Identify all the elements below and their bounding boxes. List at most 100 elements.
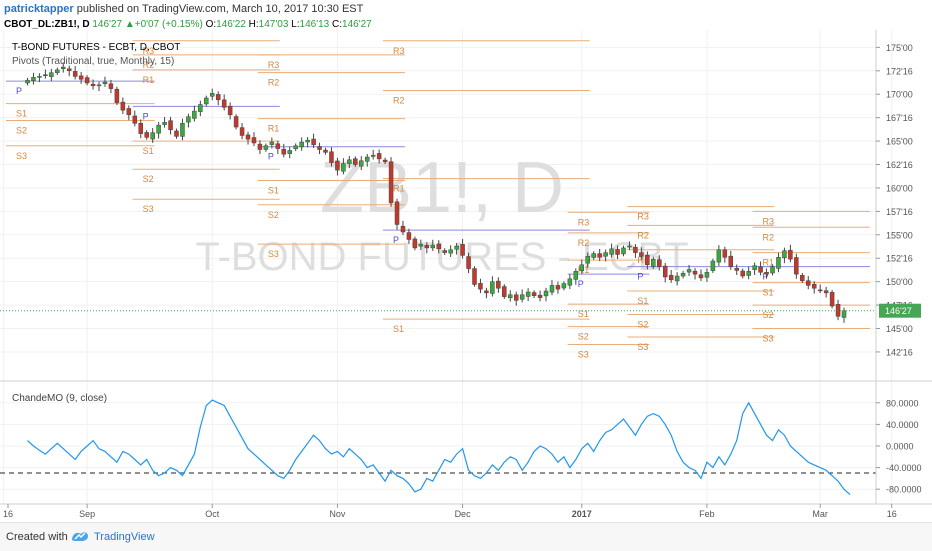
candle-body <box>364 156 370 162</box>
candle-body <box>758 266 763 273</box>
candle-body <box>412 238 418 249</box>
time-tick-label: 16 <box>3 509 13 519</box>
oscillator-axis[interactable]: 80.0000 40.0000 0.0000 -40.0000 -80.0000 <box>876 398 922 495</box>
time-tick-label: Sep <box>79 509 95 519</box>
candle-body <box>251 137 257 144</box>
price-axis[interactable]: 175'00 172'16 170'00 167'16 165'00 162'16 160'… <box>876 43 921 358</box>
candle-body <box>66 68 72 72</box>
candle-body <box>448 249 453 254</box>
candle-body <box>686 269 692 273</box>
candle-body <box>376 153 382 160</box>
candle-body <box>43 74 48 76</box>
candle-body <box>108 83 114 89</box>
price-tick-label: 175'00 <box>886 43 913 53</box>
candle-body <box>668 275 674 281</box>
candle-body <box>126 108 132 116</box>
time-tick-label: 16 <box>887 509 897 519</box>
candle-body <box>317 146 322 150</box>
candle-body <box>484 290 489 294</box>
pivot-label-s1: S1 <box>393 324 404 334</box>
candle-body <box>150 132 155 140</box>
pivot-label-r3: R3 <box>578 217 590 227</box>
candle-body <box>841 310 847 318</box>
candle-body <box>174 130 179 137</box>
osc-tick-label: 80.0000 <box>886 398 919 408</box>
candle-body <box>215 94 221 101</box>
candle-body <box>627 245 632 248</box>
symbol-line: CBOT_DL:ZB1!, D 146'27 ▲+0'07 (+0.15%) O… <box>4 19 372 30</box>
candle-body <box>806 280 811 286</box>
pivot-label-p: P <box>16 86 22 96</box>
candle-body <box>245 134 251 140</box>
candle-body <box>311 138 316 146</box>
pivot-label-s2: S2 <box>637 319 648 329</box>
candle-body <box>466 256 471 269</box>
candle-body <box>811 284 817 289</box>
candle-body <box>764 272 769 275</box>
author-link[interactable]: patricktapper <box>4 3 74 15</box>
candle-body <box>460 244 465 256</box>
candle-body <box>591 253 596 258</box>
candle-body <box>221 99 227 108</box>
pivot-label-s2: S2 <box>578 332 589 342</box>
time-axis[interactable]: 16 Sep Oct Nov Dec 2017 Feb Mar 16 <box>3 504 897 519</box>
pivot-label-s2: S2 <box>16 125 27 135</box>
candle-body <box>359 160 364 167</box>
tradingview-logo-icon[interactable] <box>70 528 90 544</box>
price-chart[interactable]: ZB1!, D T-BOND FUTURES - ECBT PS1S2S3R3R… <box>0 0 932 522</box>
price-change: +0'07 (+0.15%) <box>134 19 203 30</box>
pivot-label-r1: R1 <box>637 255 649 265</box>
candle-body <box>651 258 656 267</box>
tradingview-link[interactable]: TradingView <box>94 531 155 543</box>
price-tick-label: 170'00 <box>886 90 913 100</box>
candle-body <box>537 294 543 298</box>
candle-body <box>204 97 209 105</box>
pivot-label-s1: S1 <box>763 288 774 298</box>
candle-body <box>692 270 698 275</box>
footer-bar: Created with TradingView <box>0 522 932 551</box>
candle-body <box>400 225 406 233</box>
pivot-label-r3: R3 <box>393 46 405 56</box>
osc-tick-label: 40.0000 <box>886 420 919 430</box>
price-tick-label: 145'00 <box>886 324 913 334</box>
chart-title: T-BOND FUTURES - ECBT, D, CBOT <box>12 42 180 53</box>
pivot-label-s2: S2 <box>143 174 154 184</box>
candle-body <box>722 249 728 258</box>
price-tick-label: 160'00 <box>886 183 913 193</box>
grid <box>0 30 893 504</box>
time-tick-label: Dec <box>455 509 472 519</box>
pivot-levels: P S1 S2 S3 R3 R2 R1 P S1 S2 S3 R3 R2 R1 P S1 S2 S3 R3 R2 R1 P… <box>6 40 870 359</box>
pivot-label-r2: R2 <box>763 232 775 242</box>
candle-body <box>442 250 447 253</box>
pivot-label-r1: R1 <box>763 258 775 268</box>
pivot-label-p: P <box>578 279 584 289</box>
price-tick-label: 142'16 <box>886 347 913 357</box>
candle-body <box>555 285 561 290</box>
candle-body <box>776 257 781 269</box>
close-value: 146'27 <box>342 19 372 30</box>
pivot-label-s1: S1 <box>143 146 154 156</box>
candle-body <box>704 272 710 278</box>
pivot-label-s3: S3 <box>143 204 154 214</box>
candle-body <box>782 250 787 259</box>
candle-body <box>192 110 197 119</box>
candle-body <box>657 259 662 267</box>
candle-body <box>454 245 459 250</box>
candle-body <box>406 232 412 240</box>
candle-body <box>472 268 477 285</box>
pivot-label-r1: R1 <box>268 124 280 134</box>
candle-body <box>120 101 126 111</box>
candle-body <box>114 88 120 103</box>
time-tick-label: Feb <box>699 509 715 519</box>
candle-body <box>198 104 203 112</box>
open-value: 146'22 <box>216 19 246 30</box>
candle-body <box>61 66 66 69</box>
candle-body <box>25 79 30 84</box>
pivot-label-r3: R3 <box>268 60 280 70</box>
price-tick-label: 150'00 <box>886 277 913 287</box>
candle-body <box>257 143 263 150</box>
oscillator-title: ChandeMO (9, close) <box>12 393 107 404</box>
candle-body <box>585 256 590 264</box>
high-label: H: <box>248 19 259 30</box>
candle-body <box>341 163 346 172</box>
